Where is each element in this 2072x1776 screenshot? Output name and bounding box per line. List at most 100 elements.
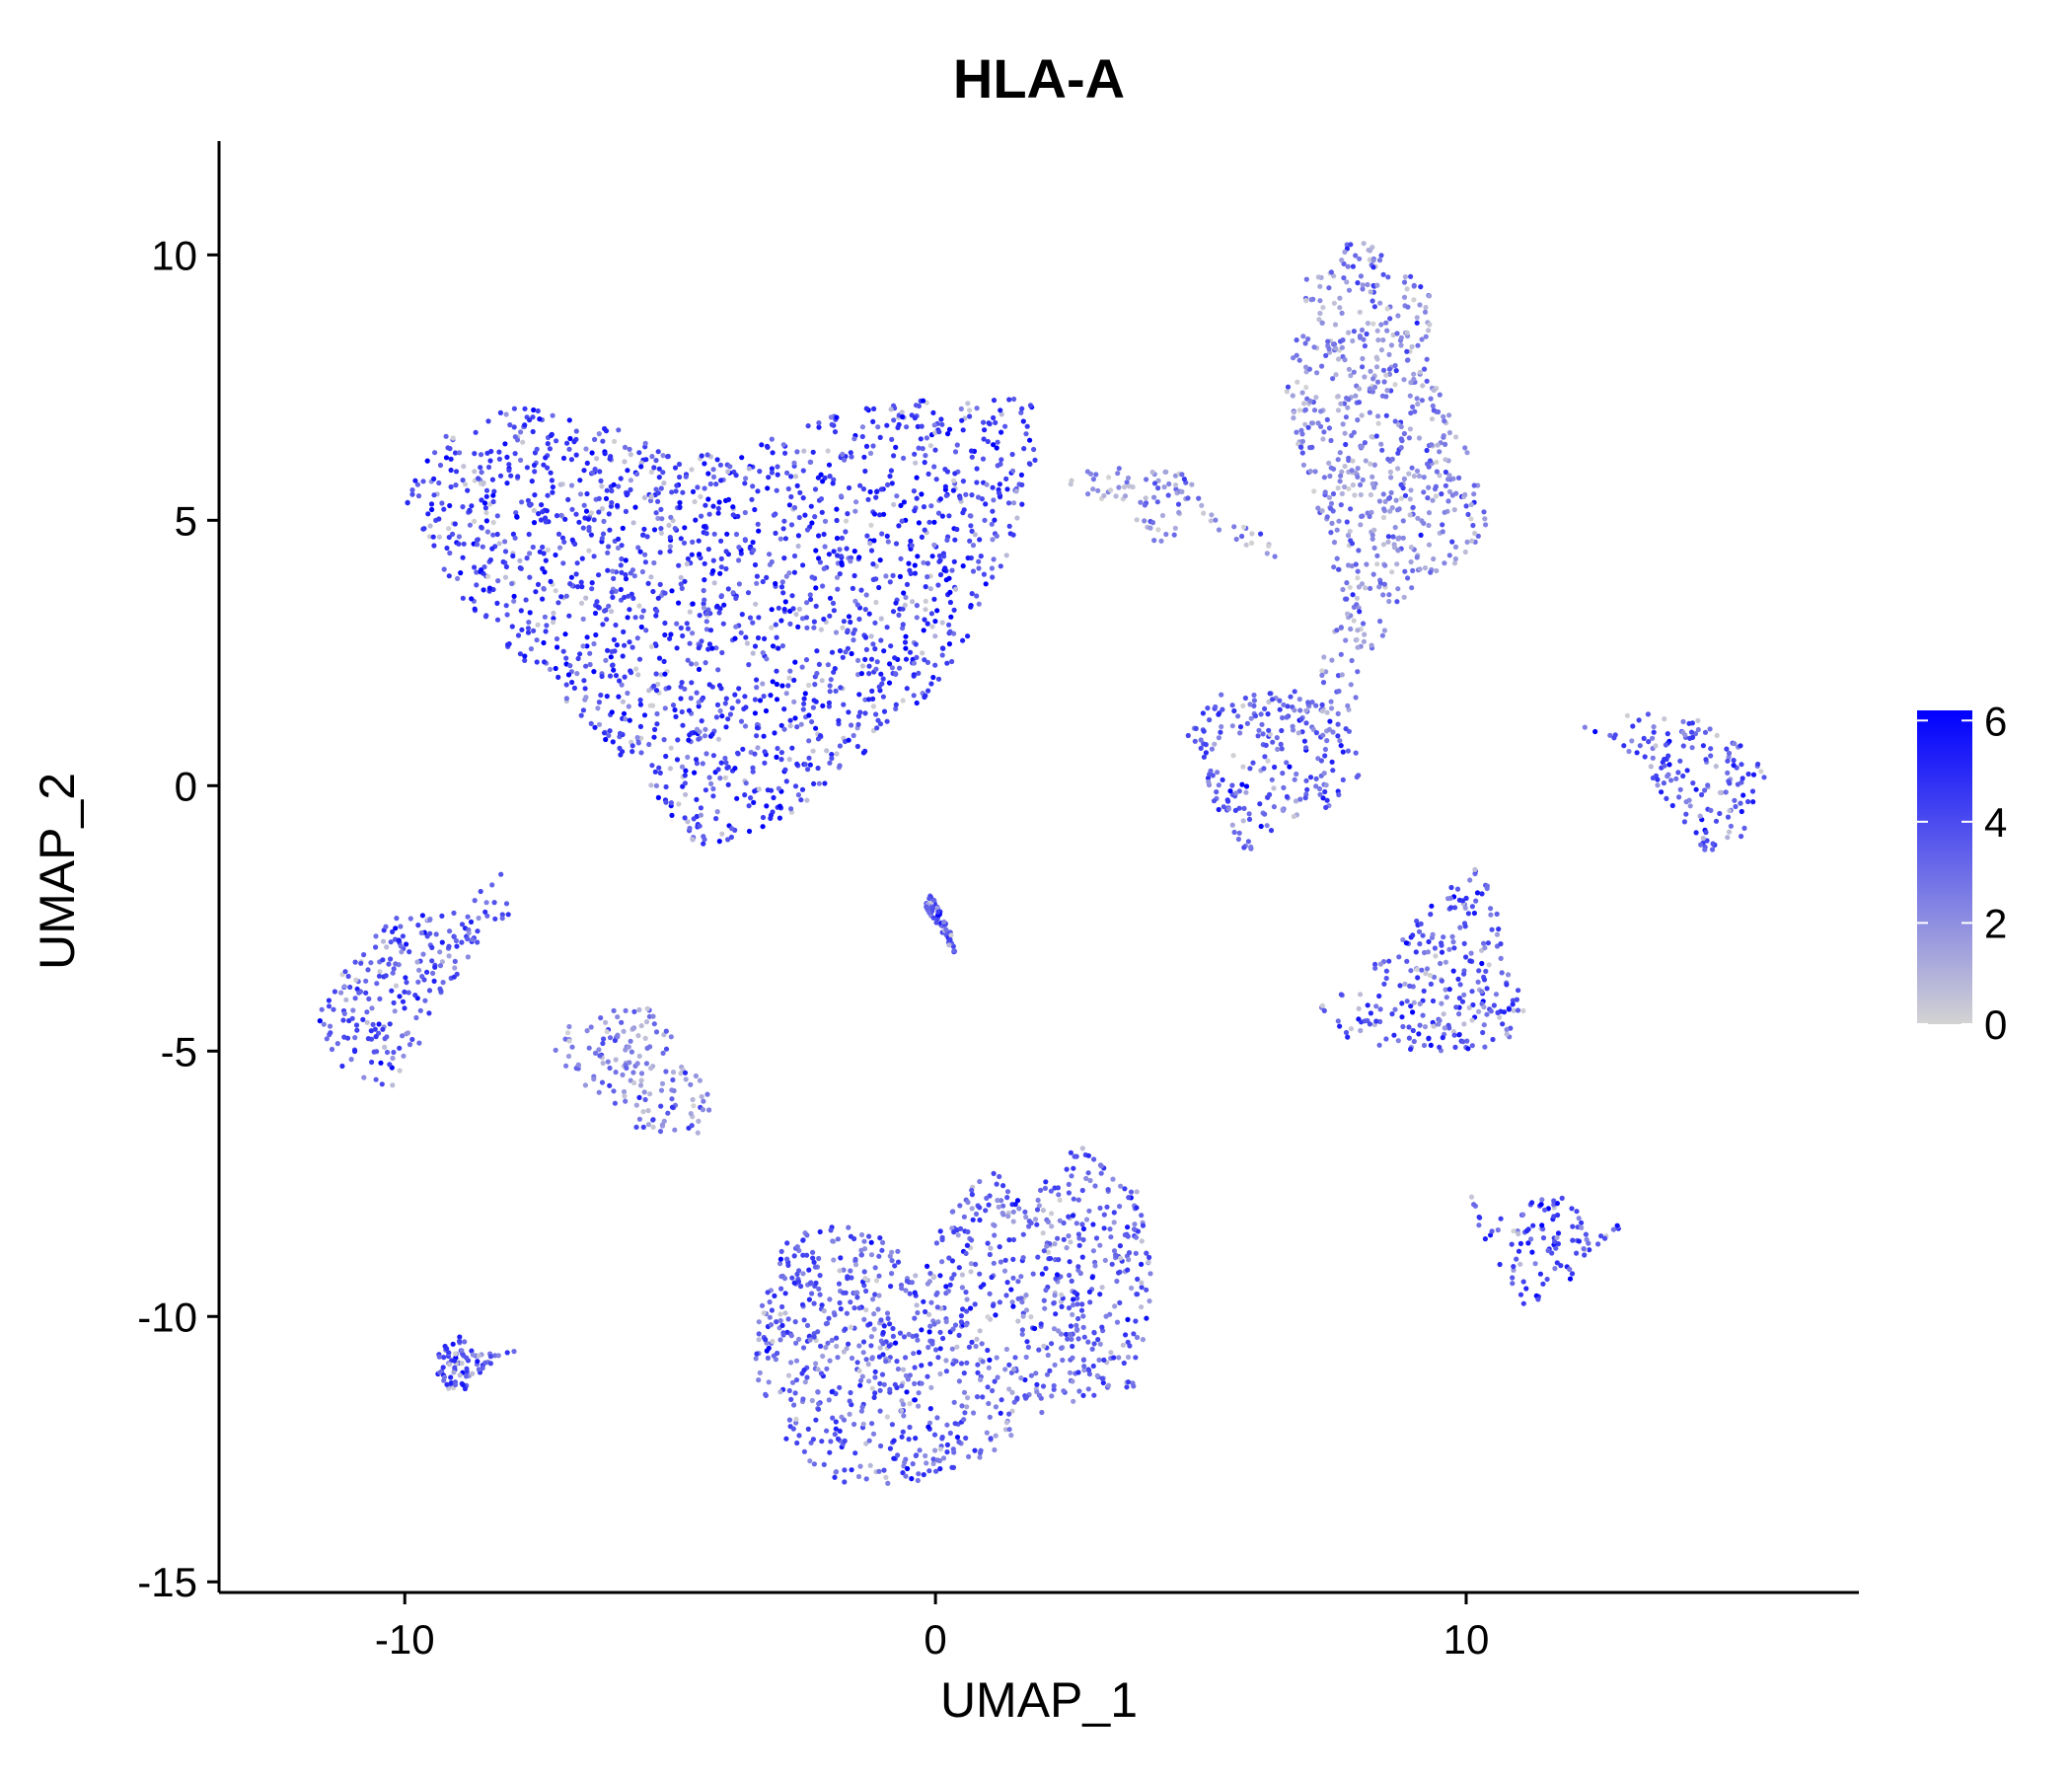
cell-point bbox=[598, 478, 604, 483]
cell-point bbox=[900, 606, 906, 612]
cell-point bbox=[465, 954, 471, 960]
cell-point bbox=[1371, 304, 1377, 310]
cell-point bbox=[1329, 520, 1335, 527]
cell-point bbox=[452, 1381, 459, 1388]
cell-point bbox=[1304, 786, 1310, 792]
cell-point bbox=[827, 474, 833, 480]
cell-point bbox=[860, 1339, 867, 1345]
cell-point bbox=[754, 725, 761, 731]
cell-point bbox=[999, 1198, 1004, 1204]
cell-point bbox=[770, 679, 776, 685]
cell-point bbox=[1426, 542, 1433, 548]
cell-point bbox=[1554, 1260, 1560, 1266]
cell-point bbox=[896, 421, 902, 427]
cell-point bbox=[796, 1336, 802, 1342]
cell-point bbox=[543, 629, 549, 634]
cell-point bbox=[1009, 1299, 1015, 1305]
cell-point bbox=[1516, 988, 1521, 994]
y-tick-label: -5 bbox=[161, 1028, 197, 1074]
cell-point bbox=[1574, 1250, 1580, 1256]
cell-point bbox=[1402, 981, 1408, 987]
cell-point bbox=[930, 897, 937, 903]
cell-point bbox=[1000, 1183, 1006, 1189]
cell-point bbox=[901, 455, 907, 461]
cell-point bbox=[837, 547, 843, 553]
cell-point bbox=[810, 1437, 817, 1443]
cell-point bbox=[1510, 1281, 1516, 1287]
cell-point bbox=[1229, 723, 1235, 729]
cell-point bbox=[943, 926, 949, 933]
cell-point bbox=[686, 707, 693, 713]
cell-point bbox=[1134, 517, 1140, 523]
cell-point bbox=[960, 563, 966, 569]
cell-point bbox=[1630, 723, 1636, 729]
cell-point bbox=[1235, 713, 1241, 719]
cell-point bbox=[517, 651, 524, 657]
cell-point bbox=[777, 1256, 784, 1262]
cell-point bbox=[535, 581, 542, 588]
cell-point bbox=[974, 593, 980, 599]
cell-point bbox=[929, 1338, 935, 1344]
cell-point bbox=[777, 1337, 783, 1343]
cell-point bbox=[994, 1181, 999, 1187]
cell-point bbox=[967, 413, 973, 419]
cell-point bbox=[1484, 883, 1490, 889]
cell-point bbox=[455, 575, 461, 582]
cell-point bbox=[524, 555, 530, 561]
cell-point bbox=[891, 1438, 897, 1443]
cell-point bbox=[754, 677, 760, 683]
cell-point bbox=[579, 555, 585, 561]
cell-point bbox=[1027, 437, 1033, 443]
cell-point bbox=[838, 1306, 844, 1312]
cell-point bbox=[775, 745, 780, 752]
cell-point bbox=[705, 496, 711, 502]
cell-point bbox=[1002, 1257, 1008, 1263]
cell-point bbox=[1134, 1334, 1141, 1341]
cell-point bbox=[872, 1265, 878, 1271]
cell-point bbox=[1326, 345, 1332, 352]
cell-point bbox=[437, 963, 444, 969]
cell-point bbox=[793, 612, 799, 618]
cell-point bbox=[543, 519, 549, 525]
cell-point bbox=[725, 469, 731, 475]
cell-point bbox=[1210, 773, 1216, 778]
cell-point bbox=[878, 616, 884, 622]
cell-point bbox=[1461, 971, 1467, 977]
cell-point bbox=[772, 730, 777, 736]
cell-point bbox=[1321, 1007, 1327, 1013]
cell-point bbox=[1061, 1220, 1067, 1226]
cell-point bbox=[1378, 347, 1384, 353]
cell-point bbox=[646, 688, 652, 694]
cell-point bbox=[1023, 1214, 1029, 1221]
cell-point bbox=[623, 1007, 629, 1013]
cell-point bbox=[1357, 309, 1363, 315]
cell-point bbox=[1682, 732, 1688, 738]
cell-point bbox=[1499, 970, 1505, 976]
cell-point bbox=[1435, 442, 1441, 448]
cell-point bbox=[1212, 741, 1218, 747]
cell-point bbox=[1215, 770, 1221, 776]
cell-point bbox=[568, 482, 575, 488]
cell-point bbox=[1006, 1427, 1012, 1433]
cell-point bbox=[735, 513, 741, 520]
cell-point bbox=[432, 964, 438, 970]
cell-point bbox=[1448, 905, 1454, 911]
cell-point bbox=[973, 1261, 979, 1267]
cell-point bbox=[494, 513, 500, 519]
cell-point bbox=[574, 671, 580, 677]
cell-point bbox=[1417, 1000, 1423, 1007]
cell-point bbox=[1241, 845, 1247, 851]
cell-point bbox=[927, 1406, 933, 1412]
cell-point bbox=[643, 457, 649, 463]
cell-point bbox=[641, 526, 647, 532]
cell-point bbox=[809, 520, 815, 526]
cell-point bbox=[460, 595, 466, 601]
cell-point bbox=[937, 496, 944, 502]
cell-point bbox=[575, 584, 581, 590]
cell-point bbox=[872, 1390, 878, 1396]
cell-point bbox=[849, 722, 854, 728]
cell-point bbox=[1326, 425, 1332, 431]
cell-point bbox=[1319, 668, 1325, 674]
cell-point bbox=[1002, 1427, 1009, 1433]
cell-point bbox=[865, 1362, 871, 1368]
